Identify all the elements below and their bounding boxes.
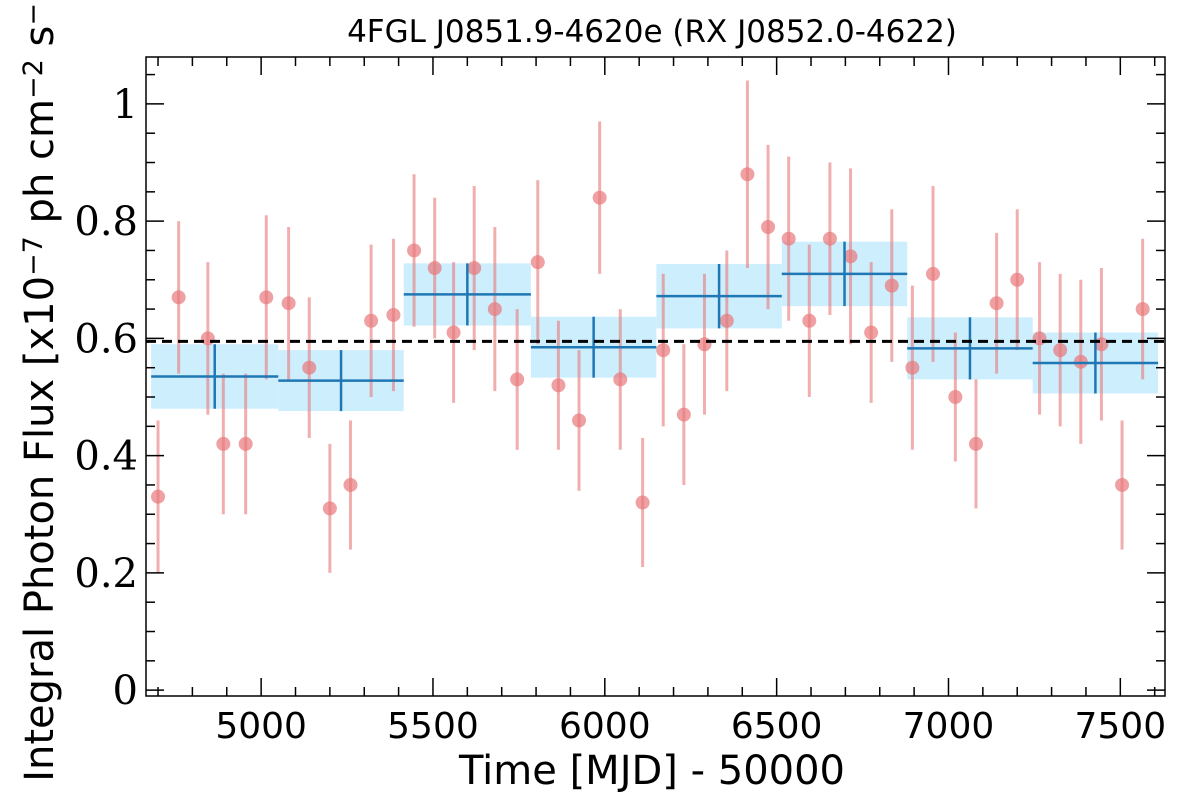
data-point: [1032, 331, 1047, 346]
data-point: [676, 407, 691, 422]
data-point: [151, 489, 166, 504]
data-point: [781, 231, 796, 246]
data-point: [322, 501, 337, 516]
y-tick-label: 1: [113, 82, 138, 128]
data-point: [864, 325, 879, 340]
y-tick-label: 0.6: [74, 316, 138, 362]
axis-ticks: 5000 5500 6000 6500 7000 7500 0 0.2 0.4 0.6 0.8 1: [74, 57, 1166, 747]
plot-frame: [145, 56, 1166, 697]
data-point: [968, 436, 983, 451]
data-point: [171, 290, 186, 305]
y-tick-label: 0.4: [74, 434, 138, 480]
data-point: [530, 255, 545, 270]
y-axis-label-part: ph cm: [17, 99, 63, 236]
data-point: [216, 436, 231, 451]
data-point: [635, 495, 650, 510]
data-point: [697, 337, 712, 352]
data-point: [740, 167, 755, 182]
y-axis-label-part: s: [17, 26, 63, 60]
data-point: [200, 331, 215, 346]
data-point: [905, 360, 920, 375]
data-point: [551, 378, 566, 393]
x-tick-label: 7500: [1075, 706, 1167, 747]
y-axis-label-part: −1: [18, 0, 49, 26]
data-point: [302, 360, 317, 375]
data-point: [926, 266, 941, 281]
plot-area: [146, 80, 1165, 573]
x-tick-label: 7000: [903, 706, 995, 747]
x-axis-label: Time [MJD] - 50000: [458, 748, 845, 794]
y-axis-label: Integral Photon Flux [x10−7 ph cm−2 s−1]: [17, 0, 63, 782]
data-point: [761, 220, 776, 235]
data-point: [487, 302, 502, 317]
data-point: [281, 296, 296, 311]
data-point: [884, 278, 899, 293]
data-point: [656, 343, 671, 358]
data-point: [467, 261, 482, 276]
data-point: [427, 261, 442, 276]
data-point: [510, 372, 525, 387]
data-point: [407, 243, 422, 258]
data-point: [948, 390, 963, 405]
data-point: [1010, 272, 1025, 287]
data-point: [1115, 477, 1130, 492]
data-point: [343, 477, 358, 492]
data-point: [613, 372, 628, 387]
data-point: [1135, 302, 1150, 317]
data-point: [259, 290, 274, 305]
y-axis-label-part: Integral Photon Flux [x10: [17, 276, 63, 782]
x-tick-label: 5500: [387, 706, 479, 747]
data-point: [802, 313, 817, 328]
data-point: [592, 190, 607, 205]
data-point: [364, 313, 379, 328]
y-axis-label-part: −2: [18, 59, 49, 99]
x-tick-label: 5000: [215, 706, 307, 747]
x-tick-label: 6000: [559, 706, 651, 747]
x-tick-label: 6500: [731, 706, 823, 747]
y-tick-label: 0.2: [74, 551, 138, 597]
data-point: [572, 413, 587, 428]
y-tick-label: 0: [113, 668, 138, 714]
data-point: [386, 307, 401, 322]
y-tick-label: 0.8: [74, 199, 138, 245]
y-axis-label-part: −7: [18, 236, 49, 276]
data-point: [238, 436, 253, 451]
data-point: [822, 231, 837, 246]
data-point: [843, 249, 858, 264]
data-point: [989, 296, 1004, 311]
data-point: [1053, 343, 1068, 358]
data-point: [719, 313, 734, 328]
chart-title: 4FGL J0851.9-4620e (RX J0852.0-4622): [347, 14, 957, 50]
data-point: [446, 325, 461, 340]
